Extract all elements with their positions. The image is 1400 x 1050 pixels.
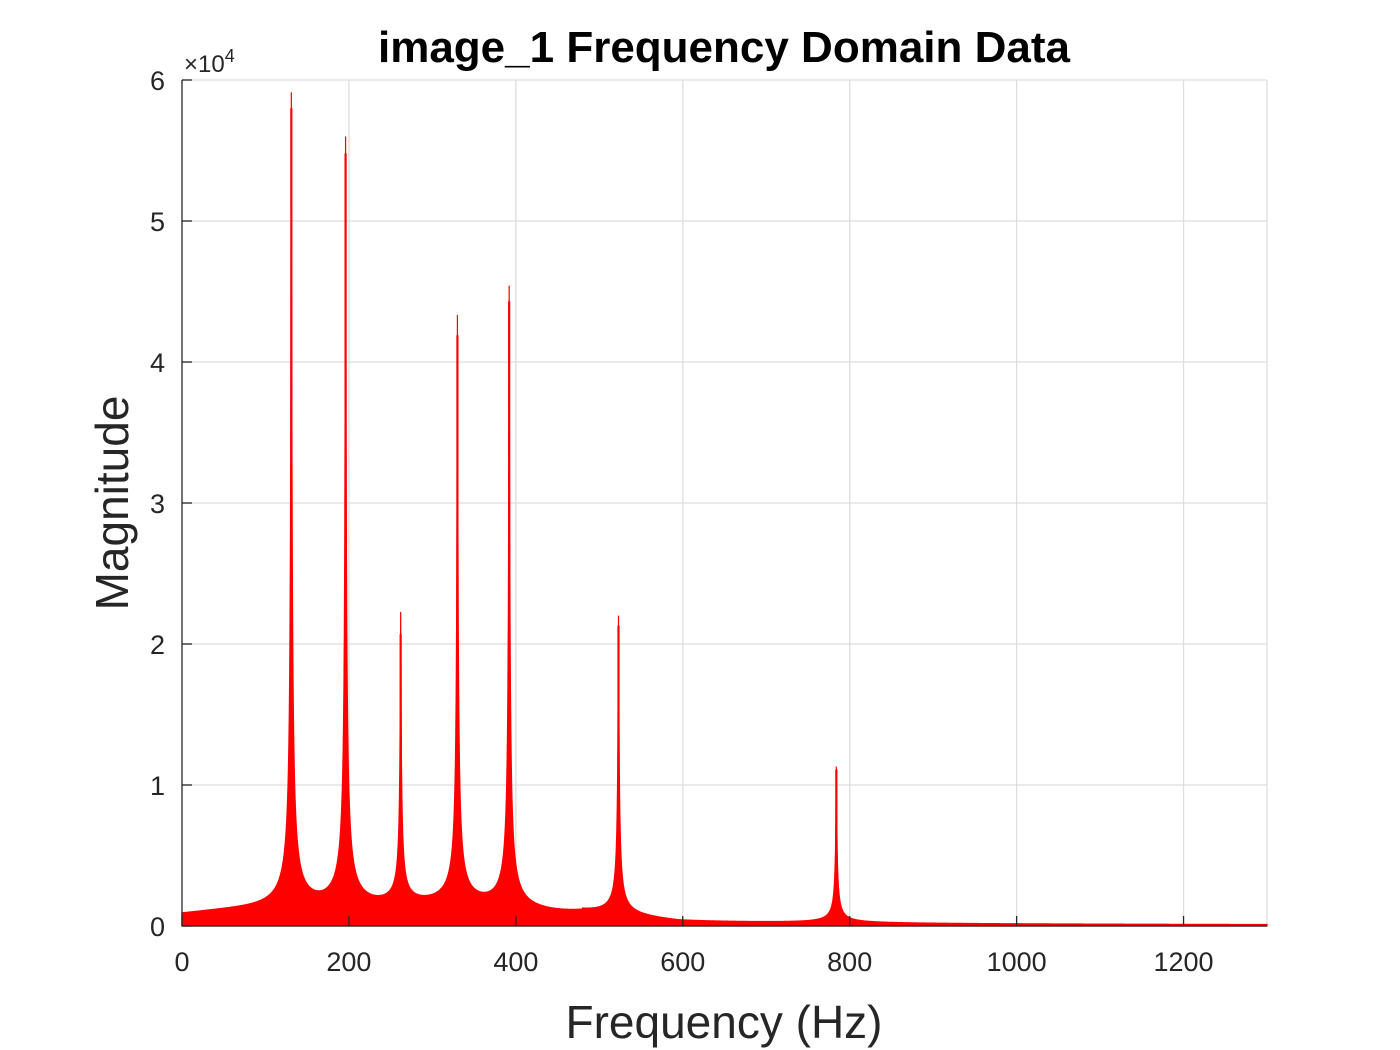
x-tick-label-1: 200 — [326, 947, 371, 977]
chart-title: image_1 Frequency Domain Data — [378, 23, 1071, 72]
x-tick-labels: 0 200 400 600 800 1000 1200 — [174, 947, 1213, 977]
y-exponent-label: ×104 — [184, 46, 235, 78]
x-axis-label: Frequency (Hz) — [566, 996, 883, 1048]
x-tick-label-5: 1000 — [987, 947, 1047, 977]
x-tick-label-0: 0 — [174, 947, 189, 977]
y-tick-label-2: 2 — [150, 630, 165, 660]
y-tick-label-0: 0 — [150, 912, 165, 942]
y-exponent-power: 4 — [225, 46, 235, 66]
y-tick-label-4: 4 — [150, 348, 165, 378]
axes — [181, 79, 1267, 927]
grid-lines — [182, 79, 1268, 926]
y-tick-label-1: 1 — [150, 771, 165, 801]
y-axis-label: Magnitude — [86, 396, 138, 611]
x-tick-label-2: 400 — [493, 947, 538, 977]
x-tick-label-4: 800 — [827, 947, 872, 977]
y-tick-label-5: 5 — [150, 207, 165, 237]
y-tick-label-6: 6 — [150, 66, 165, 96]
series-layer — [181, 92, 1268, 927]
x-tick-label-3: 600 — [660, 947, 705, 977]
x-tick-label-6: 1200 — [1153, 947, 1213, 977]
y-tick-label-3: 3 — [150, 489, 165, 519]
y-tick-labels: 0 1 2 3 4 5 6 — [150, 66, 165, 942]
